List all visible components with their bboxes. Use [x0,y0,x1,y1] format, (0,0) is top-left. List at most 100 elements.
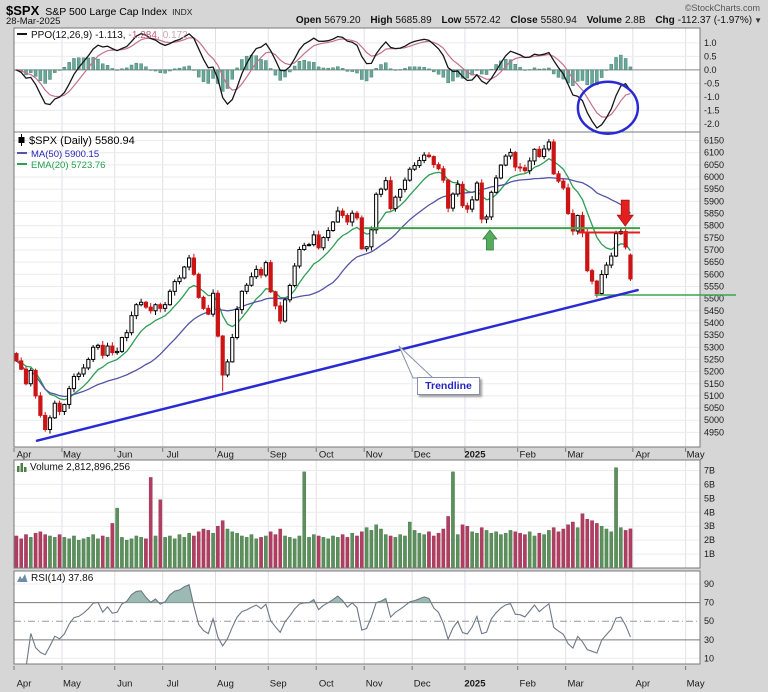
ppo-hist-bar [187,65,191,71]
volume-bar [316,535,321,568]
y-tick-label: 5650 [704,257,724,267]
y-tick-label: 5100 [704,391,724,401]
volume-bar [139,537,143,568]
ppo-hist-bar [369,69,374,78]
candle-body [287,284,292,301]
volume-bar [393,537,398,568]
ppo-hist-bar [398,69,402,71]
ppo-hist-bar [384,62,388,71]
volume-bar [302,471,307,568]
volume-bar [211,532,215,568]
ppo-hist-bar [43,69,47,84]
candle-body [23,368,29,385]
candle-body [609,255,614,266]
ppo-hist-bar [446,69,450,84]
ppo-hist-bar [144,66,148,71]
y-tick-label: 6100 [704,148,724,158]
x-axis-month-label: May [687,450,705,461]
x-axis-month-label: Dec [414,679,431,690]
ppo-hist-bar [436,69,441,75]
rsi-overbought-fill [163,584,194,603]
volume-bar [508,530,513,568]
up-arrow [482,229,498,251]
volume-bar [321,537,326,568]
rsi-line [25,584,631,664]
low-label: Low [441,15,462,26]
ppo-hist-bar [67,62,71,71]
volume-bar [192,535,196,568]
candle-body [316,234,321,249]
rsi-icon [17,573,28,586]
candle-body [359,217,364,250]
chg-value: -112.37 (-1.97%) [677,15,753,26]
ppo-hist-bar [614,57,618,71]
volume-bar [503,532,508,568]
y-tick-label: 5300 [704,342,724,352]
candle-body [412,165,417,170]
ppo-hist-bar [336,66,340,71]
volume-bar [628,528,633,568]
candle-body [76,373,81,377]
volume-bar [172,538,177,568]
low-value: 5572.42 [464,15,501,26]
x-axis-month-label: Nov [366,679,383,690]
ppo-hist-bar [489,69,494,71]
candle-body [623,230,628,248]
ppo-hist-bar [412,66,417,71]
volume-bar [412,530,417,568]
ppo-hist-bar [211,69,215,79]
y-tick-label: 7B [704,465,715,475]
candle-body [210,292,216,315]
x-axis-month-label: May [63,450,81,461]
volume-bar [580,513,585,568]
ppo-hist-bar [432,69,436,73]
ppo-hist-bar [225,69,230,89]
ppo-hist-bar [172,68,177,71]
y-tick-label: 0.0 [704,65,717,75]
candle-body [182,266,187,279]
ppo-hist-bar [33,69,38,77]
candle-body [239,290,244,311]
candle-body [14,353,19,362]
ppo-hist-bar [259,59,263,71]
ppo-series [14,33,633,129]
candle-body [494,177,499,193]
price-legend: $SPX (Daily) 5580.94 MA(50) 5900.15 EMA(… [17,134,135,171]
volume-bar [216,525,220,568]
volume-legend: Volume 2,812,896,256 [17,462,130,475]
volume-bar [76,539,81,568]
y-tick-label: 6050 [704,160,724,170]
y-tick-label: -1.0 [704,92,720,102]
price-legend-row: $SPX (Daily) 5580.94 [17,134,135,149]
volume-bar [52,537,57,568]
rsi-panel-border [13,570,701,665]
y-tick-label: 50 [704,616,714,626]
trendline [35,288,639,442]
ppo-hist-bar [575,69,580,82]
ppo-hist-bar [623,58,628,71]
x-axis-month-label: Jul [167,679,179,690]
ma50-line [15,176,631,398]
volume-bar [168,535,172,568]
ppo-hist-bar [148,69,153,71]
x-axis-month-label: Apr [17,679,32,690]
candle-body [599,274,604,295]
ppo-hist-bar [292,65,297,71]
candle-body [282,299,288,322]
volume-bar [336,537,340,568]
volume-bar [441,528,446,568]
ppo-hist-bar [595,69,599,86]
candle-body [345,214,350,223]
y-tick-label: 5150 [704,379,724,389]
candle-body [431,156,436,166]
volume-bar [340,534,345,568]
ppo-hist-value: 0.172 [162,30,188,41]
volume-bar [43,534,47,568]
candle-body [62,403,67,412]
ema20-line-icon [17,163,27,165]
open-value: 5679.20 [324,15,361,26]
x-axis-month-label: Jul [167,450,179,461]
candle-body [513,151,518,168]
volume-bar [551,527,556,568]
volume-bars-icon [17,462,27,475]
